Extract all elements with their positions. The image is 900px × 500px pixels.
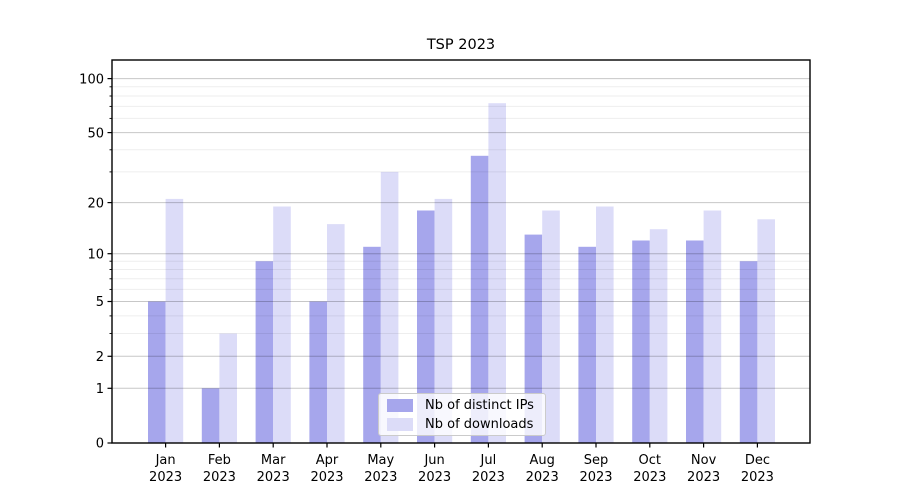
y-tick-label-0: 0 (96, 437, 104, 452)
legend-swatch-downloads (387, 417, 413, 431)
x-tick-label-jan-2023: Jan 2023 (149, 453, 182, 485)
bar-nb-of-downloads-jul-2023 (488, 103, 506, 443)
legend-row-distinct-ips: Nb of distinct IPs (387, 398, 537, 413)
y-tick-label-10: 10 (87, 247, 104, 262)
y-tick-label-2: 2 (96, 350, 104, 365)
x-tick-label-sep-2023: Sep 2023 (579, 453, 612, 485)
legend-swatch-distinct-ips (387, 398, 413, 412)
x-tick-label-oct-2023: Oct 2023 (633, 453, 666, 485)
bar-nb-of-downloads-may-2023 (380, 171, 399, 443)
plot-area-border (111, 59, 811, 444)
x-tick-label-apr-2023: Apr 2023 (310, 453, 343, 485)
x-tick-label-mar-2023: Mar 2023 (257, 453, 290, 485)
legend-label-distinct-ips: Nb of distinct IPs (425, 397, 534, 413)
y-tick-label-50: 50 (87, 126, 104, 141)
legend-row-downloads: Nb of downloads (387, 417, 537, 432)
bar-nb-of-distinct-ips-nov-2023 (686, 240, 704, 443)
x-tick-label-nov-2023: Nov 2023 (687, 453, 720, 485)
y-tick-label-100: 100 (79, 72, 104, 87)
y-tick-label-1: 1 (96, 382, 104, 397)
bar-nb-of-distinct-ips-jan-2023 (148, 301, 166, 443)
bar-nb-of-downloads-jan-2023 (165, 198, 184, 443)
bar-nb-of-distinct-ips-may-2023 (363, 246, 381, 443)
bar-nb-of-downloads-sep-2023 (596, 206, 614, 443)
legend: Nb of distinct IPs Nb of downloads (378, 393, 546, 436)
bar-nb-of-downloads-nov-2023 (703, 210, 722, 443)
bar-nb-of-downloads-jun-2023 (434, 198, 453, 443)
x-tick-label-aug-2023: Aug 2023 (526, 453, 559, 485)
bar-nb-of-distinct-ips-sep-2023 (578, 246, 596, 443)
bar-nb-of-downloads-mar-2023 (273, 206, 291, 443)
bar-nb-of-distinct-ips-oct-2023 (632, 240, 650, 443)
bar-nb-of-downloads-dec-2023 (757, 219, 775, 443)
x-tick-label-jun-2023: Jun 2023 (418, 453, 451, 485)
y-tick-label-20: 20 (87, 196, 104, 211)
bar-nb-of-downloads-feb-2023 (219, 333, 237, 443)
bar-nb-of-distinct-ips-apr-2023 (309, 301, 327, 443)
bar-nb-of-distinct-ips-mar-2023 (255, 261, 274, 443)
x-tick-label-may-2023: May 2023 (364, 453, 397, 485)
bar-nb-of-downloads-oct-2023 (649, 229, 668, 443)
x-tick-label-jul-2023: Jul 2023 (472, 453, 505, 485)
y-tick-label-5: 5 (96, 295, 104, 310)
bar-nb-of-downloads-apr-2023 (327, 224, 345, 443)
bar-nb-of-distinct-ips-dec-2023 (739, 261, 758, 443)
x-tick-label-feb-2023: Feb 2023 (203, 453, 236, 485)
legend-label-downloads: Nb of downloads (425, 416, 534, 432)
bar-nb-of-downloads-aug-2023 (542, 210, 560, 443)
bar-nb-of-distinct-ips-feb-2023 (201, 388, 220, 443)
x-tick-label-dec-2023: Dec 2023 (741, 453, 774, 485)
bar-nb-of-distinct-ips-jul-2023 (470, 155, 489, 444)
chart-title: TSP 2023 (426, 37, 496, 53)
bar-nb-of-distinct-ips-aug-2023 (524, 234, 543, 443)
bar-nb-of-distinct-ips-jun-2023 (417, 210, 435, 443)
